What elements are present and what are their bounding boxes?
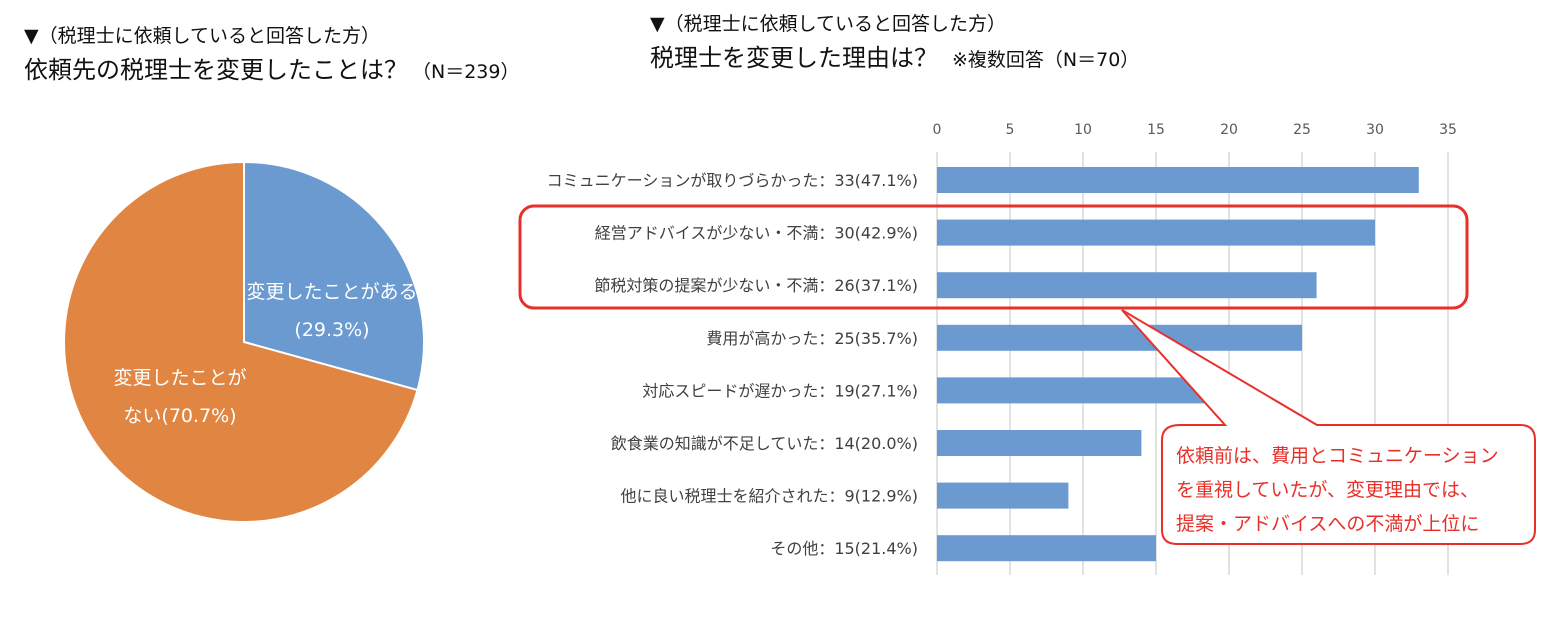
left-n: （N＝239） [412,61,519,83]
left-subtitle: ▼（税理士に依頼していると回答した方） [24,25,380,47]
callout-text: を重視していたが、変更理由では、 [1176,479,1479,501]
pie-slice-label: ない(70.7%) [123,405,236,427]
left-title: 依頼先の税理士を変更したことは？ （N＝239） [24,56,519,84]
pie-slice [243,160,425,392]
x-tick-label: 25 [1293,122,1311,138]
right-title-text: 税理士を変更した理由は？ [650,44,938,72]
category-label: 費用が高かった：25(35.7%) [706,329,918,348]
callout-text: 依頼前は、費用とコミュニケーション [1176,445,1499,467]
x-tick-label: 20 [1220,122,1238,138]
bar [937,482,1069,509]
right-subtitle: ▼（税理士に依頼していると回答した方） [650,13,1006,35]
x-tick-label: 0 [933,122,942,138]
x-tick-label: 10 [1074,122,1092,138]
pie-slice-label: 変更したことが [113,367,246,389]
bar [937,430,1142,456]
bar [937,377,1215,404]
pie-slice-label: (29.3%) [294,319,369,341]
bar [937,272,1317,299]
right-note: ※複数回答（N＝70） [952,49,1139,71]
highlight-box [518,204,1469,310]
category-label: その他：15(21.4%) [770,539,918,558]
callout-box [1121,309,1536,545]
pie-slice [63,160,419,523]
pie-slice-label: 変更したことがある [246,281,417,303]
category-label: 他に良い税理士を紹介された：9(12.9%) [621,487,919,506]
category-label: 飲食業の知識が不足していた：14(20.0%) [611,434,918,453]
x-tick-label: 30 [1366,122,1384,138]
x-tick-label: 5 [1006,122,1015,138]
left-title-text: 依頼先の税理士を変更したことは？ [24,56,408,84]
bar [937,535,1156,562]
right-title: 税理士を変更した理由は？ ※複数回答（N＝70） [650,44,1139,72]
bar [937,219,1375,246]
callout-text: 提案・アドバイスへの不満が上位に [1176,513,1479,535]
bar [937,324,1302,351]
category-label: 節税対策の提案が少ない・不満：26(37.1%) [594,276,918,295]
category-label: 経営アドバイスが少ない・不満：30(42.9%) [595,224,918,243]
x-tick-label: 35 [1439,122,1457,138]
bar [937,167,1419,193]
bar-chart: 0 5 10 15 20 25 30 35 コミュニケーションが取りづらかった：33(47.1%… [518,122,1536,575]
category-label: コミュニケーションが取りづらかった：33(47.1%) [547,171,918,190]
category-label: 対応スピードが遅かった：19(27.1%) [642,381,918,400]
x-tick-label: 15 [1147,122,1165,138]
